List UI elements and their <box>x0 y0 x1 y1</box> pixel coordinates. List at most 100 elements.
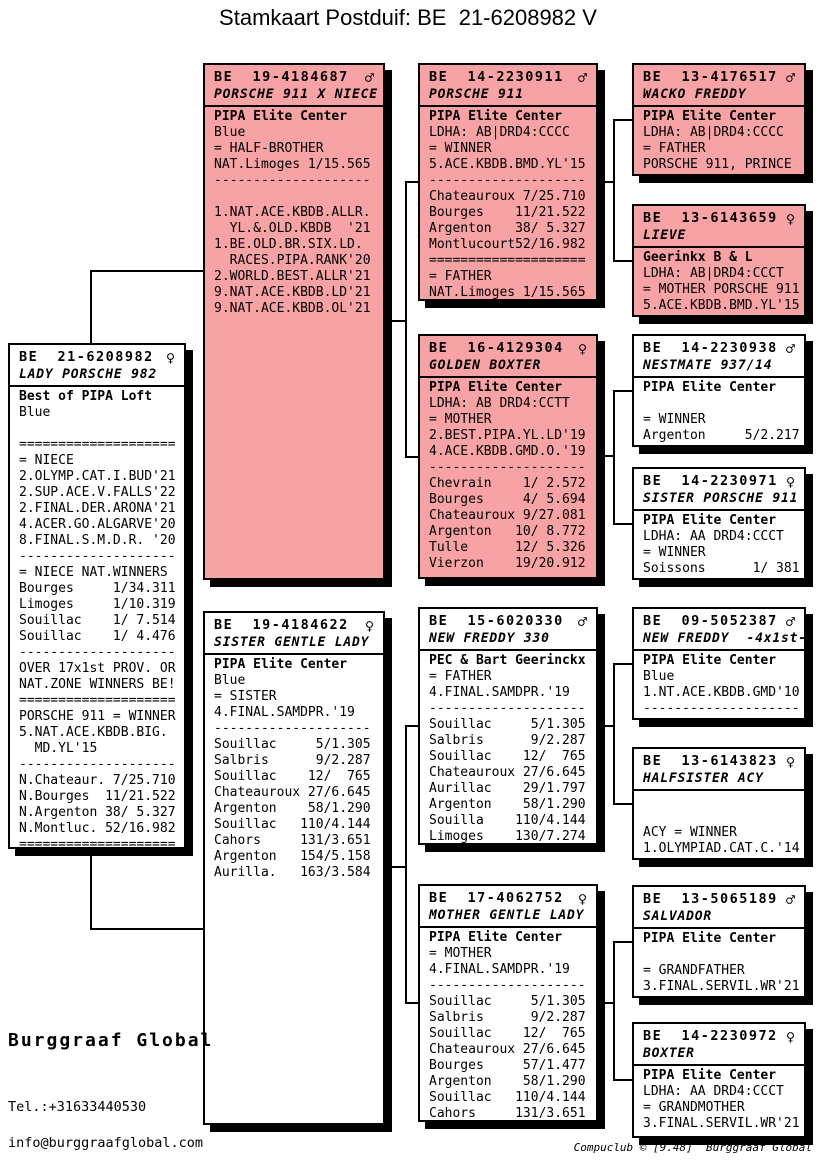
connector-line <box>613 260 634 262</box>
ring-number-text: BE 09-5052387 <box>643 613 778 629</box>
header-separator <box>420 105 596 107</box>
loft-name: PIPA Elite Center <box>643 109 777 124</box>
pigeon-name: GOLDEN BOXTER <box>429 358 542 373</box>
contact-block: Tel.:+31633440530 info@burggraafglobal.c… <box>8 1098 203 1172</box>
ring-number: BE 13-6143823 ♀ <box>634 752 804 771</box>
loft-name: PIPA Elite Center <box>429 109 563 124</box>
pedigree-box-father: BE 19-4184687 ♂ PORSCHE 911 X NIECE PIPA … <box>203 63 385 580</box>
pigeon-name: NESTMATE 937/14 <box>643 358 773 373</box>
pedigree-box-subject: BE 21-6208982 ♀ LADY PORSCHE 982 Best of … <box>8 343 186 849</box>
female-icon: ♀ <box>577 890 587 908</box>
header-separator <box>205 653 383 655</box>
header-separator <box>634 649 804 651</box>
loft-name: PIPA Elite Center <box>643 380 777 395</box>
connector-line <box>385 320 407 322</box>
connector-line <box>90 928 205 930</box>
connector-line <box>613 663 615 805</box>
ring-number-text: BE 14-2230938 <box>643 340 778 356</box>
ring-number: BE 16-4129304 ♀ <box>420 339 596 358</box>
ring-number: BE 13-6143659 ♀ <box>634 209 804 228</box>
loft-name <box>634 791 804 809</box>
pigeon-name: PORSCHE 911 X NIECE <box>214 87 378 102</box>
ring-number-text: BE 14-2230972 <box>643 1028 778 1044</box>
pedigree-box-mothers-father: BE 15-6020330 ♂ NEW FREDDY 330 PEC & Bart… <box>418 607 598 845</box>
connector-line <box>613 941 615 1081</box>
ring-number-text: BE 16-4129304 <box>429 340 564 356</box>
ring-number: BE 14-2230911 ♂ <box>420 68 596 87</box>
male-icon: ♂ <box>577 69 587 87</box>
loft-name: PIPA Elite Center <box>214 657 348 672</box>
connector-line <box>405 725 407 1004</box>
connector-line <box>405 181 407 458</box>
pedigree-box-mother: BE 19-4184622 ♀ SISTER GENTLE LADY PIPA E… <box>203 611 385 1125</box>
connector-line <box>598 181 615 183</box>
ring-number: BE 09-5052387 ♂ <box>634 612 804 631</box>
header-separator <box>634 1064 804 1066</box>
loft-name: PIPA Elite Center <box>429 930 563 945</box>
pigeon-name: BOXTER <box>643 1046 695 1061</box>
connector-line <box>405 456 420 458</box>
ring-number: BE 14-2230972 ♀ <box>634 1027 804 1046</box>
connector-line <box>405 181 420 183</box>
email-address: info@burggraafglobal.com <box>8 1135 204 1151</box>
ring-number: BE 19-4184622 ♀ <box>205 616 383 635</box>
pedigree-box-ffm: BE 13-6143659 ♀ LIEVE Geerinkx B & L LDHA… <box>632 204 806 317</box>
pigeon-details: = FATHER 4.FINAL.SAMDPR.'19 ------------… <box>429 669 586 844</box>
ring-number: BE 13-4176517 ♂ <box>634 68 804 87</box>
loft-name: PIPA Elite Center <box>429 380 563 395</box>
ring-number-text: BE 14-2230971 <box>643 473 778 489</box>
ring-number: BE 14-2230938 ♂ <box>634 339 804 358</box>
pigeon-details: = WINNER Argenton 5/2.217 <box>643 412 800 443</box>
pigeon-name: MOTHER GENTLE LADY <box>429 908 585 923</box>
pigeon-name: LADY PORSCHE 982 <box>19 367 158 382</box>
loft-name: PIPA Elite Center <box>643 653 777 668</box>
pigeon-details: Blue = HALF-BROTHER NAT.Limoges 1/15.565… <box>214 125 371 316</box>
female-icon: ♀ <box>165 349 175 367</box>
connector-line <box>613 803 634 805</box>
pedigree-box-mmm: BE 14-2230972 ♀ BOXTER PIPA Elite Center … <box>632 1022 806 1138</box>
header-separator <box>634 509 804 511</box>
male-icon: ♂ <box>785 340 795 358</box>
header-separator <box>420 649 596 651</box>
pigeon-details: LDHA: AB|DRD4:CCCC = WINNER 5.ACE.KBDB.B… <box>429 125 586 300</box>
ring-number-text: BE 21-6208982 <box>19 349 154 365</box>
male-icon: ♂ <box>785 613 795 631</box>
loft-name: PIPA Elite Center <box>643 1068 777 1083</box>
connector-line <box>385 866 407 868</box>
female-icon: ♀ <box>785 210 795 228</box>
pigeon-details: LDHA: AB|DRD4:CCCT = MOTHER PORSCHE 911 … <box>643 266 800 313</box>
ring-number: BE 14-2230971 ♀ <box>634 472 804 491</box>
pigeon-details: LDHA: AA DRD4:CCCT = GRANDMOTHER 3.FINAL… <box>643 1084 800 1131</box>
pedigree-box-fmm: BE 14-2230971 ♀ SISTER PORSCHE 911 PIPA E… <box>632 467 806 580</box>
loft-name: Geerinkx B & L <box>643 250 753 265</box>
pigeon-details: Blue 1.NT.ACE.KBDB.GMD'10 --------------… <box>643 669 800 716</box>
female-icon: ♀ <box>785 753 795 771</box>
page-title: Stamkaart Postduif: BE 21-6208982 V <box>219 5 597 30</box>
header-separator <box>634 927 804 929</box>
pigeon-details: = MOTHER 4.FINAL.SAMDPR.'19 ------------… <box>429 946 586 1121</box>
ring-number-text: BE 14-2230911 <box>429 69 564 85</box>
pigeon-details: LDHA: AA DRD4:CCCT = WINNER Soissons 1/ … <box>643 529 800 576</box>
pigeon-name: SISTER GENTLE LADY <box>214 635 370 650</box>
header-separator <box>634 246 804 248</box>
ring-number: BE 21-6208982 ♀ <box>10 348 184 367</box>
female-icon: ♀ <box>785 1028 795 1046</box>
pedigree-box-mothers-mother: BE 17-4062752 ♀ MOTHER GENTLE LADY PIPA E… <box>418 884 598 1122</box>
pedigree-box-mmf: BE 13-5065189 ♂ SALVADOR PIPA Elite Cente… <box>632 885 806 998</box>
header-separator <box>205 105 383 107</box>
connector-line <box>613 390 634 392</box>
male-icon: ♂ <box>785 69 795 87</box>
pedigree-box-mff: BE 09-5052387 ♂ NEW FREDDY -4x1st- PIPA E… <box>632 607 806 720</box>
ring-number-text: BE 19-4184687 <box>214 69 349 85</box>
ring-number-text: BE 13-4176517 <box>643 69 778 85</box>
connector-line <box>613 119 615 262</box>
header-separator <box>420 376 596 378</box>
connector-line <box>598 455 615 457</box>
loft-name: PIPA Elite Center <box>643 513 777 528</box>
header-separator <box>10 385 184 387</box>
ring-number-text: BE 13-5065189 <box>643 891 778 907</box>
loft-name: Best of PIPA Loft <box>19 389 153 404</box>
male-icon: ♂ <box>577 613 587 631</box>
pedigree-box-mfm: BE 13-6143823 ♀ HALFSISTER ACY ACY = WINN… <box>632 747 806 860</box>
